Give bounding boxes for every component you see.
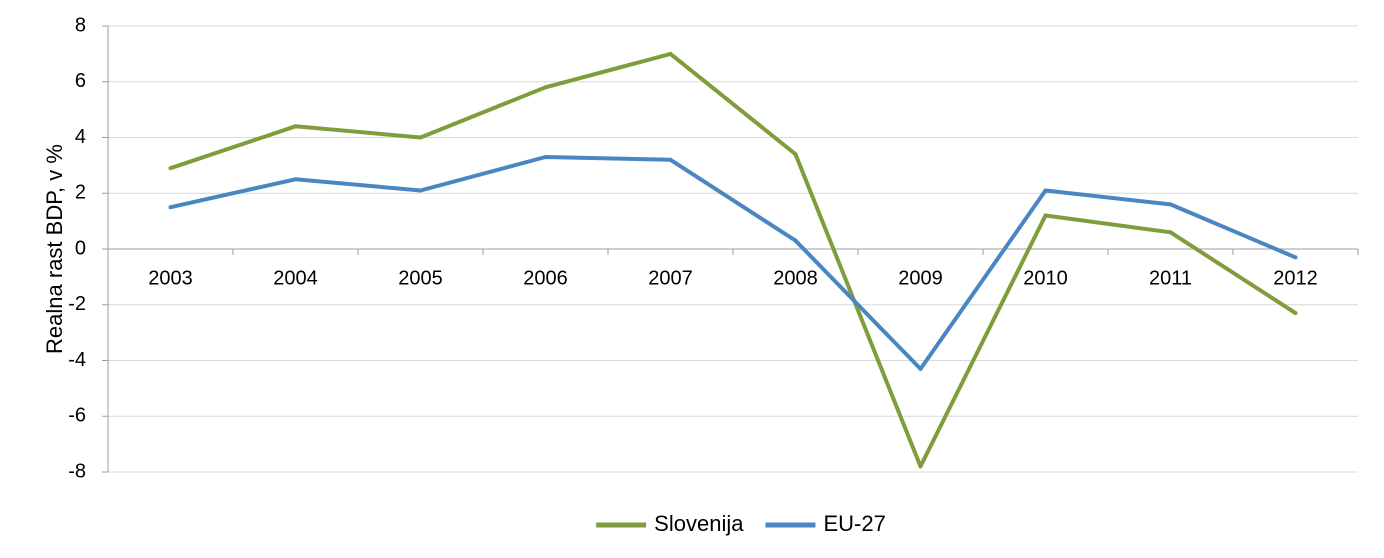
axis-layer: -8 -6 -4 -2 0 2 4 6 8 2003 2004 2005 2006 2007 2008 200… xyxy=(68,14,1359,482)
legend-label-slovenija: Slovenija xyxy=(654,511,744,536)
data-point-slovenija xyxy=(1168,230,1173,235)
x-tick-label: 2005 xyxy=(398,267,443,289)
x-tick-label: 2008 xyxy=(773,267,818,289)
legend-label-eu-27: EU-27 xyxy=(823,511,885,536)
y-tick-label: 2 xyxy=(75,182,86,204)
data-point-slovenija xyxy=(793,152,798,157)
grid-layer xyxy=(108,25,1358,473)
data-point-eu-27 xyxy=(293,177,298,182)
series-line-eu-27 xyxy=(170,155,1297,371)
x-tick-label: 2006 xyxy=(523,267,568,289)
data-point-eu-27 xyxy=(1168,202,1173,207)
y-tick-label: 8 xyxy=(75,14,86,36)
data-point-eu-27 xyxy=(918,366,923,371)
data-point-eu-27 xyxy=(1293,255,1298,260)
data-point-slovenija xyxy=(918,464,923,469)
y-tick-label: -8 xyxy=(68,460,86,482)
x-tick-label: 2003 xyxy=(148,267,193,289)
data-point-eu-27 xyxy=(793,238,798,243)
data-point-eu-27 xyxy=(668,157,673,162)
y-tick-label: -6 xyxy=(68,405,86,427)
x-tick-label: 2007 xyxy=(648,267,693,289)
y-tick-label: -4 xyxy=(68,349,86,371)
y-tick-label: 4 xyxy=(75,126,86,148)
data-point-eu-27 xyxy=(1043,188,1048,193)
data-point-eu-27 xyxy=(543,155,548,160)
x-tick-label: 2004 xyxy=(273,267,318,289)
data-point-slovenija xyxy=(668,51,673,56)
data-point-slovenija xyxy=(418,135,423,140)
data-point-eu-27 xyxy=(418,188,423,193)
data-point-slovenija xyxy=(1293,311,1298,316)
y-axis-title: Realna rast BDP, v % xyxy=(42,144,67,354)
series-layer xyxy=(168,51,1298,469)
legend: Slovenija EU-27 xyxy=(596,511,886,536)
data-point-slovenija xyxy=(168,166,173,171)
x-tick-label: 2010 xyxy=(1023,267,1068,289)
data-point-slovenija xyxy=(293,124,298,129)
y-tick-label: 0 xyxy=(75,237,86,259)
y-tick-label: 6 xyxy=(75,70,86,92)
x-tick-label: 2011 xyxy=(1149,267,1192,289)
data-point-eu-27 xyxy=(168,205,173,210)
y-tick-label: -2 xyxy=(68,293,86,315)
series-line-slovenija xyxy=(169,51,1297,469)
x-tick-label: 2009 xyxy=(898,267,943,289)
x-tick-label: 2012 xyxy=(1273,267,1318,289)
data-point-slovenija xyxy=(1043,213,1048,218)
data-point-slovenija xyxy=(543,85,548,90)
